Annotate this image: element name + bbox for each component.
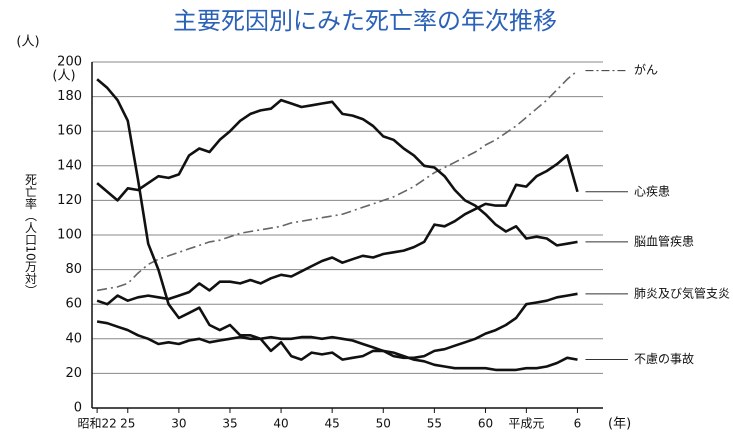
x-tick-label: 25 xyxy=(120,417,135,431)
y-axis-label: 死亡率（人口10万対） xyxy=(24,173,38,296)
x-tick-label: 35 xyxy=(222,417,237,431)
x-tick-label: 45 xyxy=(325,417,340,431)
y-tick-label: 140 xyxy=(57,158,82,173)
x-tick-label: 6 xyxy=(574,417,582,431)
x-tick-label: 60 xyxy=(478,417,493,431)
x-unit: (年) xyxy=(608,417,631,432)
y-tick-label: 40 xyxy=(65,331,82,346)
y-tick-label: 0 xyxy=(74,401,82,416)
y-tick-label: 100 xyxy=(57,228,82,243)
series-line xyxy=(96,320,578,372)
x-tick-label: 昭和22 xyxy=(77,417,116,431)
y-tick-label: 80 xyxy=(65,262,82,277)
x-tick-label: 平成元 xyxy=(508,417,544,431)
y-tick-label: 160 xyxy=(57,124,82,139)
x-tick-label: 50 xyxy=(376,417,391,431)
y-unit: (人) xyxy=(16,35,39,50)
y-tick-label: 200 xyxy=(57,55,82,70)
chart-title: 主要死因別にみた死亡率の年次推移 xyxy=(173,7,557,35)
legend-label: 不慮の事故 xyxy=(634,351,694,366)
legend-label: がん xyxy=(634,62,658,77)
x-tick-label: 30 xyxy=(171,417,186,431)
series-line xyxy=(96,78,578,361)
y-tick-label: 20 xyxy=(65,366,82,381)
y-tick-label: 180 xyxy=(57,89,82,104)
y-unit: (人) xyxy=(52,69,75,84)
series-line xyxy=(96,154,579,306)
legend-label: 肺炎及び気管支炎 xyxy=(634,285,730,300)
x-tick-label: 40 xyxy=(273,417,288,431)
legend-label: 脳血管疾患 xyxy=(634,233,694,248)
series-line xyxy=(96,98,578,247)
x-tick-label: 55 xyxy=(427,417,442,431)
series-line xyxy=(96,70,579,292)
legend-label: 心疾患 xyxy=(634,183,670,198)
y-tick-label: 60 xyxy=(65,297,82,312)
y-tick-label: 120 xyxy=(57,193,82,208)
